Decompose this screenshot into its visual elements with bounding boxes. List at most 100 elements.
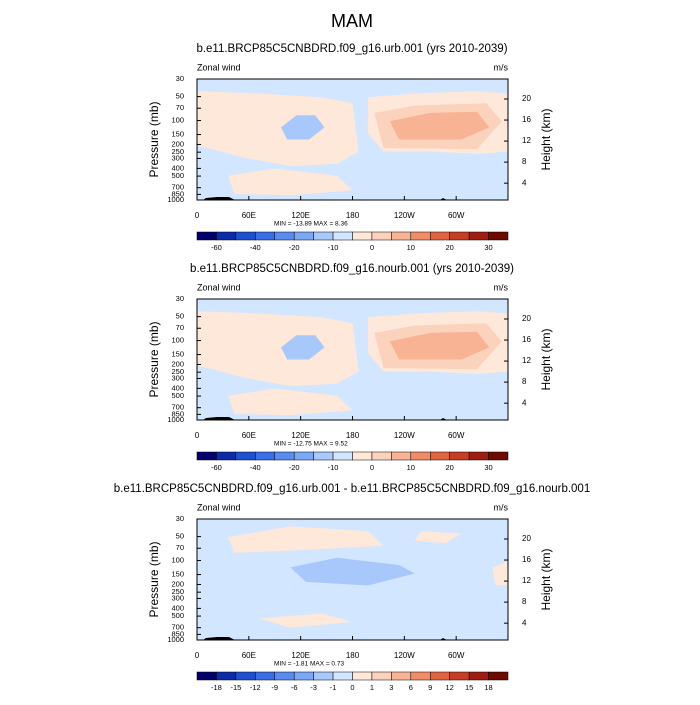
left-label: Zonal wind bbox=[197, 282, 241, 292]
x-tick-label: 60E bbox=[242, 651, 256, 660]
y-tick-label: 200 bbox=[171, 139, 184, 148]
y-axis-label: Pressure (mb) bbox=[147, 541, 161, 617]
colorbar-box bbox=[274, 671, 295, 681]
y-tick-label: 30 bbox=[176, 514, 184, 523]
contour-region bbox=[228, 168, 353, 196]
colorbar-label: -15 bbox=[230, 683, 241, 692]
y-tick-label: 400 bbox=[171, 603, 184, 612]
x-tick-label: 120E bbox=[291, 211, 310, 220]
contour-region bbox=[259, 613, 353, 628]
y-tick-label: 30 bbox=[176, 74, 184, 83]
colorbar-box bbox=[430, 231, 450, 241]
colorbar-box bbox=[410, 451, 431, 461]
contour-region bbox=[414, 531, 462, 544]
min-max: MIN = -13.89 MAX = 8.36 bbox=[274, 221, 348, 228]
y-tick-label: 50 bbox=[176, 312, 184, 321]
colorbar-box bbox=[449, 451, 470, 461]
y-tick-label: 400 bbox=[171, 163, 184, 172]
colorbar-label: 20 bbox=[446, 463, 454, 472]
colorbar-label: 10 bbox=[407, 243, 415, 252]
colorbar-box bbox=[274, 231, 295, 241]
y-tick-label: 50 bbox=[176, 532, 184, 541]
colorbar-box bbox=[196, 231, 217, 241]
x-tick-label: 120E bbox=[291, 651, 310, 660]
y-tick-label: 850 bbox=[171, 189, 184, 198]
panel-title: b.e11.BRCP85C5CNBDRD.f09_g16.urb.001 - b… bbox=[114, 483, 590, 495]
y2-tick-label: 4 bbox=[522, 178, 527, 187]
colorbar-label: -10 bbox=[328, 243, 339, 252]
x-tick-label: 60W bbox=[448, 651, 465, 660]
x-tick-label: 60E bbox=[242, 211, 256, 220]
y-tick-label: 300 bbox=[171, 153, 184, 162]
y-tick-label: 30 bbox=[176, 294, 184, 303]
colorbar-box bbox=[216, 451, 237, 461]
colorbar-box bbox=[235, 671, 256, 681]
colorbar-box bbox=[255, 451, 275, 461]
y-tick-label: 150 bbox=[171, 130, 184, 139]
contour-region bbox=[197, 311, 359, 387]
contour-region bbox=[281, 115, 325, 140]
y2-tick-label: 12 bbox=[522, 136, 531, 145]
contour-region bbox=[281, 335, 325, 360]
y-tick-label: 850 bbox=[171, 409, 184, 418]
contour-region bbox=[492, 561, 508, 586]
y-tick-label: 250 bbox=[171, 147, 184, 156]
y-tick-label: 70 bbox=[176, 543, 184, 552]
y-tick-label: 300 bbox=[171, 373, 184, 382]
x-tick-label: 180 bbox=[346, 211, 360, 220]
x-tick-label: 0 bbox=[195, 211, 200, 220]
y-tick-label: 850 bbox=[171, 629, 184, 638]
colorbar-label: -6 bbox=[291, 683, 298, 692]
panel: b.e11.BRCP85C5CNBDRD.f09_g16.urb.001 (yr… bbox=[147, 43, 553, 252]
colorbar-label: -40 bbox=[250, 463, 261, 472]
colorbar-box bbox=[235, 231, 256, 241]
y2-axis-label: Height (km) bbox=[539, 108, 553, 170]
colorbar-box bbox=[332, 231, 353, 241]
y-tick-label: 50 bbox=[176, 92, 184, 101]
colorbar-label: 3 bbox=[389, 683, 393, 692]
y2-tick-label: 16 bbox=[522, 115, 531, 124]
colorbar-box bbox=[196, 671, 217, 681]
colorbar-box bbox=[468, 671, 489, 681]
colorbar-label: -9 bbox=[271, 683, 278, 692]
y-tick-label: 1000 bbox=[167, 415, 184, 424]
y-tick-label: 250 bbox=[171, 367, 184, 376]
colorbar-box bbox=[352, 451, 373, 461]
y-tick-label: 300 bbox=[171, 593, 184, 602]
panel: b.e11.BRCP85C5CNBDRD.f09_g16.nourb.001 (… bbox=[147, 263, 553, 472]
contour-region bbox=[197, 91, 359, 167]
y2-tick-label: 8 bbox=[522, 597, 527, 606]
y-tick-label: 100 bbox=[171, 336, 184, 345]
y-tick-label: 70 bbox=[176, 323, 184, 332]
colorbar-label: 10 bbox=[407, 463, 415, 472]
colorbar-box bbox=[430, 451, 450, 461]
x-tick-label: 180 bbox=[346, 651, 360, 660]
right-label: m/s bbox=[494, 62, 509, 72]
y-tick-label: 700 bbox=[171, 623, 184, 632]
y2-tick-label: 4 bbox=[522, 398, 527, 407]
y2-tick-label: 12 bbox=[522, 356, 531, 365]
y-tick-label: 150 bbox=[171, 570, 184, 579]
panel: b.e11.BRCP85C5CNBDRD.f09_g16.urb.001 - b… bbox=[114, 483, 590, 692]
x-tick-label: 0 bbox=[195, 651, 200, 660]
contour-region bbox=[228, 388, 353, 416]
y-tick-label: 200 bbox=[171, 359, 184, 368]
colorbar-box bbox=[313, 451, 334, 461]
x-tick-label: 0 bbox=[195, 431, 200, 440]
colorbar-label: 1 bbox=[370, 683, 374, 692]
colorbar-box bbox=[235, 451, 256, 461]
right-label: m/s bbox=[494, 502, 509, 512]
y2-tick-label: 20 bbox=[522, 314, 531, 323]
colorbar-box bbox=[371, 451, 392, 461]
colorbar-box bbox=[391, 671, 412, 681]
colorbar-box bbox=[332, 451, 353, 461]
colorbar-label: -20 bbox=[289, 463, 300, 472]
y-axis-label: Pressure (mb) bbox=[147, 321, 161, 397]
colorbar-label: 30 bbox=[484, 463, 492, 472]
colorbar-label: 0 bbox=[370, 463, 374, 472]
colorbar-label: 18 bbox=[484, 683, 492, 692]
y2-tick-label: 20 bbox=[522, 534, 531, 543]
colorbar-label: 6 bbox=[409, 683, 413, 692]
y-tick-label: 500 bbox=[171, 171, 184, 180]
x-tick-label: 60W bbox=[448, 431, 465, 440]
